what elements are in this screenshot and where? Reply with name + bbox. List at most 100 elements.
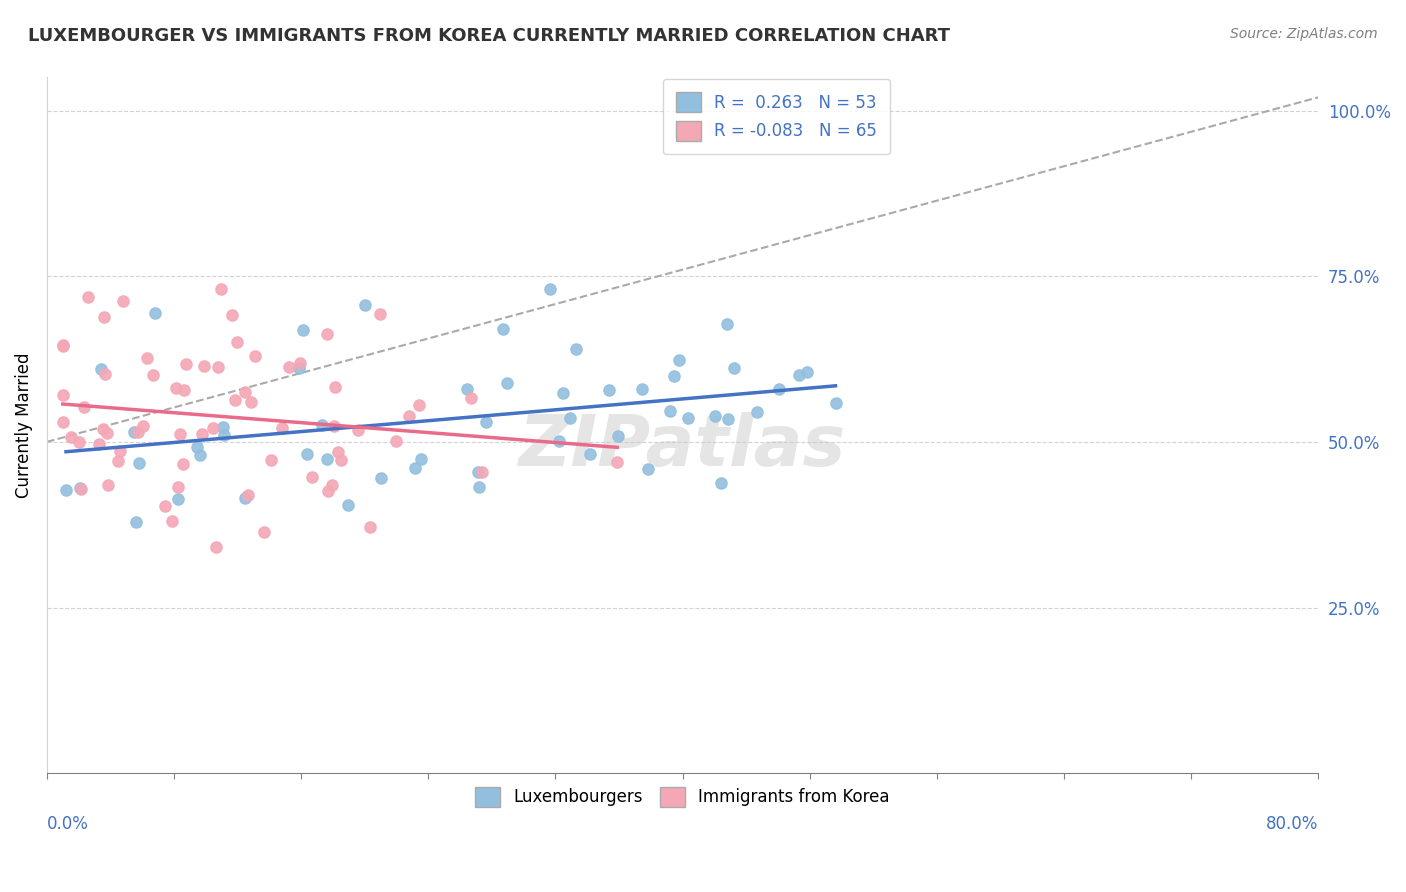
Point (565, 342, 588, 356)
Point (142, 368, 165, 383)
Point (354, 298, 377, 312)
Text: ZIPatlas: ZIPatlas (519, 412, 846, 481)
Point (723, 360, 745, 375)
Point (202, 421, 225, 435)
Point (606, 455, 628, 469)
Point (165, 381, 187, 395)
Point (128, 456, 150, 470)
Point (153, 499, 176, 513)
Point (212, 428, 235, 442)
Point (607, 429, 630, 443)
Point (456, 382, 478, 396)
Point (167, 491, 190, 506)
Point (598, 384, 620, 398)
Point (136, 351, 159, 365)
Point (330, 453, 353, 467)
Point (193, 359, 215, 374)
Point (768, 382, 790, 396)
Point (52, 337, 75, 351)
Point (409, 452, 432, 467)
Point (384, 434, 406, 448)
Point (467, 480, 489, 494)
Point (233, 385, 256, 400)
Point (207, 359, 229, 374)
Point (560, 410, 582, 425)
Point (172, 457, 194, 471)
Point (107, 454, 129, 468)
Legend: Luxembourgers, Immigrants from Korea: Luxembourgers, Immigrants from Korea (468, 780, 897, 814)
Point (346, 423, 368, 437)
Point (301, 470, 323, 484)
Point (240, 394, 263, 409)
Point (253, 525, 276, 540)
Point (131, 418, 153, 433)
Point (579, 447, 602, 461)
Point (288, 356, 311, 370)
Point (291, 324, 314, 338)
Point (209, 282, 232, 296)
Point (658, 403, 681, 417)
Point (398, 409, 420, 424)
Point (96, 477, 118, 491)
Point (91, 422, 114, 436)
Point (548, 434, 571, 449)
Point (318, 484, 340, 499)
Point (467, 465, 489, 479)
Point (676, 410, 699, 425)
Point (311, 417, 333, 432)
Point (169, 427, 191, 442)
Point (96, 425, 118, 440)
Point (127, 425, 149, 439)
Point (243, 349, 266, 363)
Point (315, 451, 337, 466)
Point (93, 310, 115, 324)
Point (90, 362, 112, 376)
Point (316, 327, 339, 342)
Point (188, 448, 211, 462)
Point (270, 421, 292, 435)
Point (631, 382, 654, 396)
Point (322, 418, 344, 433)
Point (323, 380, 346, 394)
Point (112, 294, 135, 309)
Point (143, 306, 166, 320)
Point (221, 308, 243, 322)
Point (460, 391, 482, 405)
Point (474, 415, 496, 429)
Point (368, 307, 391, 321)
Point (260, 452, 283, 467)
Point (328, 445, 350, 459)
Point (796, 365, 818, 379)
Point (824, 395, 846, 409)
Point (94, 367, 117, 381)
Point (370, 471, 392, 485)
Point (538, 282, 561, 296)
Point (553, 386, 575, 401)
Point (747, 405, 769, 419)
Point (69, 482, 91, 496)
Point (288, 360, 311, 375)
Point (495, 376, 517, 391)
Point (277, 360, 299, 375)
Point (87, 437, 110, 451)
Point (717, 412, 740, 426)
Point (160, 515, 183, 529)
Point (52, 415, 75, 429)
Point (108, 443, 131, 458)
Point (205, 541, 228, 555)
Point (167, 480, 190, 494)
Point (55, 483, 77, 497)
Point (408, 398, 430, 412)
Text: LUXEMBOURGER VS IMMIGRANTS FROM KOREA CURRENTLY MARRIED CORRELATION CHART: LUXEMBOURGER VS IMMIGRANTS FROM KOREA CU… (28, 27, 950, 45)
Text: 0.0%: 0.0% (46, 815, 89, 833)
Y-axis label: Currently Married: Currently Married (15, 352, 32, 498)
Point (52, 339, 75, 353)
Point (186, 440, 208, 454)
Point (359, 520, 381, 534)
Point (787, 368, 810, 382)
Point (59, 430, 82, 444)
Point (668, 352, 690, 367)
Point (69, 481, 91, 495)
Point (173, 383, 195, 397)
Text: 80.0%: 80.0% (1265, 815, 1319, 833)
